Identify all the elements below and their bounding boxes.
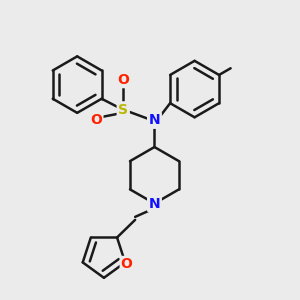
Text: N: N bbox=[148, 196, 160, 211]
Text: S: S bbox=[118, 103, 128, 117]
Text: O: O bbox=[121, 257, 133, 271]
Text: O: O bbox=[117, 73, 129, 87]
Text: O: O bbox=[91, 113, 102, 127]
Text: N: N bbox=[148, 113, 160, 127]
